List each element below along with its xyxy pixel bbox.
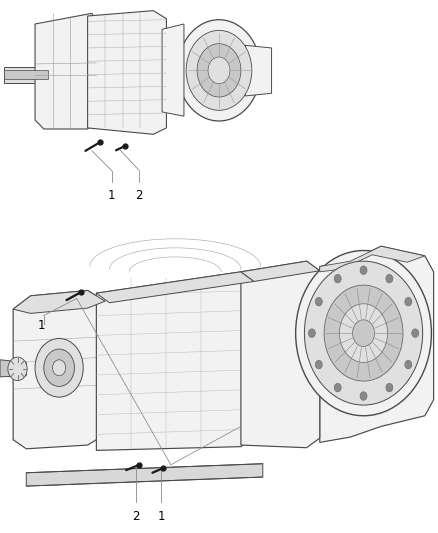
- Circle shape: [339, 304, 388, 362]
- Polygon shape: [320, 246, 434, 442]
- Circle shape: [186, 30, 252, 110]
- Circle shape: [177, 20, 261, 121]
- Polygon shape: [4, 70, 48, 79]
- Circle shape: [208, 57, 230, 84]
- Circle shape: [35, 338, 83, 397]
- Circle shape: [405, 360, 412, 369]
- Polygon shape: [13, 290, 105, 449]
- Polygon shape: [0, 360, 26, 377]
- Polygon shape: [96, 272, 254, 303]
- Circle shape: [197, 44, 241, 97]
- Circle shape: [53, 360, 66, 376]
- Text: 2: 2: [135, 189, 143, 201]
- Polygon shape: [88, 11, 166, 134]
- Polygon shape: [4, 67, 57, 83]
- Polygon shape: [320, 246, 425, 272]
- Circle shape: [386, 274, 393, 283]
- Polygon shape: [96, 272, 254, 450]
- Polygon shape: [35, 13, 96, 129]
- Polygon shape: [241, 261, 320, 281]
- Circle shape: [315, 297, 322, 306]
- Circle shape: [296, 251, 431, 416]
- Circle shape: [353, 320, 374, 346]
- Polygon shape: [245, 45, 272, 96]
- Circle shape: [308, 329, 315, 337]
- Polygon shape: [241, 261, 320, 448]
- Circle shape: [412, 329, 419, 337]
- Circle shape: [360, 266, 367, 274]
- Text: 1: 1: [157, 510, 165, 522]
- Circle shape: [386, 383, 393, 392]
- Circle shape: [304, 261, 423, 405]
- Circle shape: [44, 349, 74, 386]
- Polygon shape: [26, 464, 263, 486]
- Circle shape: [334, 383, 341, 392]
- Circle shape: [405, 297, 412, 306]
- Polygon shape: [13, 290, 105, 313]
- Circle shape: [334, 274, 341, 283]
- Circle shape: [315, 360, 322, 369]
- Circle shape: [360, 392, 367, 400]
- Text: 1: 1: [38, 319, 46, 332]
- Polygon shape: [162, 24, 184, 116]
- Circle shape: [324, 285, 403, 381]
- Text: 2: 2: [132, 510, 140, 522]
- Circle shape: [8, 357, 27, 381]
- Text: 1: 1: [108, 189, 116, 201]
